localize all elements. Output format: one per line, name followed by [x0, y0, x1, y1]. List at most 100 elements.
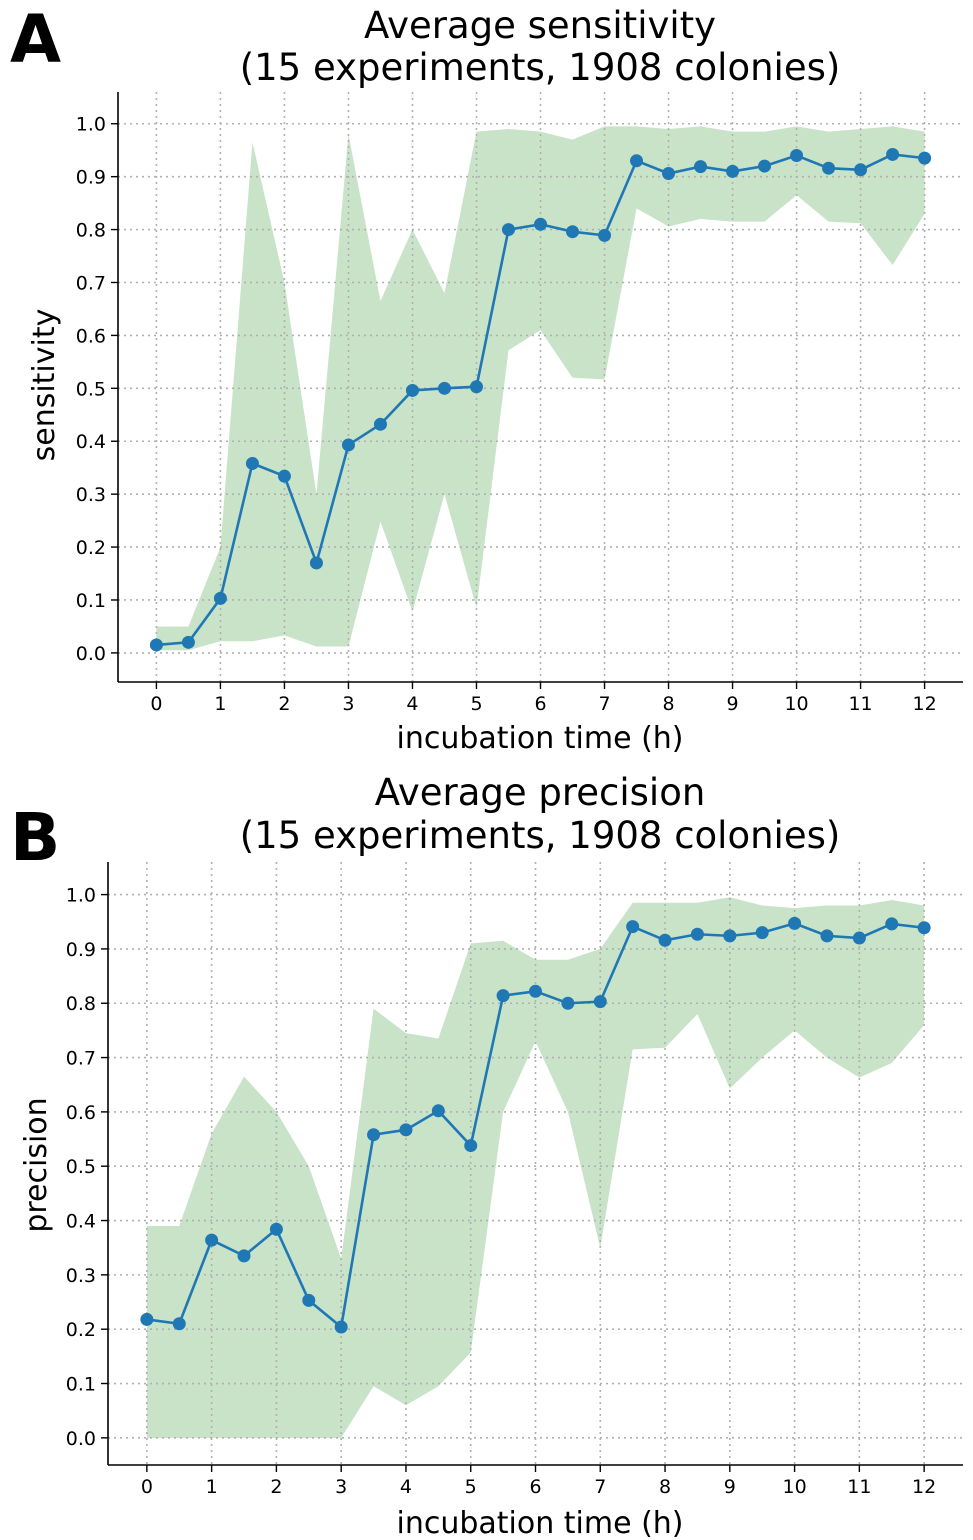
- x-tick-label: 0: [150, 693, 162, 715]
- x-tick-label: 9: [724, 1476, 736, 1498]
- data-point: [245, 456, 259, 470]
- data-point: [755, 926, 769, 940]
- y-tick-label: 0.5: [76, 378, 106, 400]
- data-point: [726, 164, 740, 178]
- xlabel-a: incubation time (h): [396, 721, 683, 756]
- subtitle-b: (15 experiments, 1908 colonies): [240, 814, 841, 857]
- y-tick-label: 1.0: [66, 885, 96, 907]
- y-tick-label: 0.0: [66, 1428, 96, 1450]
- title-b: Average precision: [375, 771, 706, 814]
- data-point: [237, 1249, 251, 1263]
- y-tick-label: 0.6: [66, 1102, 96, 1124]
- data-point: [885, 917, 899, 931]
- data-point: [630, 154, 644, 168]
- data-point: [302, 1293, 316, 1307]
- x-tick-label: 1: [206, 1476, 218, 1498]
- y-tick-label: 0.6: [76, 325, 106, 347]
- x-tick-label: 0: [141, 1476, 153, 1498]
- x-tick-label: 5: [470, 693, 482, 715]
- data-point: [822, 161, 836, 175]
- x-tick-label: 11: [848, 693, 872, 715]
- data-point: [790, 148, 804, 162]
- y-tick-label: 0.1: [76, 590, 106, 612]
- x-tick-label: 6: [529, 1476, 541, 1498]
- plot-b: 0 1 2 3 4 5 6 7 8 9 10 11 120.00.10.20.30.40.50.60.7…: [66, 862, 963, 1498]
- y-tick-label: 0.9: [66, 939, 96, 961]
- data-point: [886, 147, 900, 161]
- x-tick-label: 6: [534, 693, 546, 715]
- ylabel-a: sensitivity: [27, 309, 62, 462]
- y-tick-label: 0.1: [66, 1374, 96, 1396]
- y-tick-label: 0.7: [66, 1048, 96, 1070]
- x-tick-label: 4: [400, 1476, 412, 1498]
- data-point: [694, 160, 708, 174]
- x-tick-label: 2: [270, 1476, 282, 1498]
- x-tick-label: 9: [726, 693, 738, 715]
- y-tick-label: 1.0: [76, 114, 106, 136]
- y-tick-label: 0.5: [66, 1156, 96, 1178]
- y-tick-label: 0.7: [76, 272, 106, 294]
- data-point: [277, 469, 291, 483]
- x-tick-label: 10: [782, 1476, 806, 1498]
- data-point: [626, 920, 640, 934]
- data-point: [852, 931, 866, 945]
- data-point: [469, 380, 483, 394]
- y-tick-label: 0.2: [66, 1319, 96, 1341]
- data-point: [662, 166, 676, 180]
- x-tick-label: 5: [465, 1476, 477, 1498]
- y-tick-label: 0.8: [76, 220, 106, 242]
- data-point: [399, 1123, 413, 1137]
- data-point: [496, 989, 510, 1003]
- data-point: [534, 217, 547, 231]
- x-tick-label: 8: [659, 1476, 671, 1498]
- data-point: [405, 383, 419, 397]
- data-point: [213, 591, 227, 605]
- x-tick-label: 10: [784, 693, 808, 715]
- data-point: [172, 1317, 186, 1331]
- xlabel-b: incubation time (h): [396, 1506, 683, 1540]
- data-point: [529, 984, 542, 998]
- data-point: [561, 996, 575, 1010]
- data-point: [820, 929, 834, 943]
- x-tick-label: 11: [847, 1476, 871, 1498]
- data-point: [341, 438, 355, 452]
- panel-b: B Average precision (15 experiments, 190…: [10, 771, 963, 1540]
- x-tick-label: 8: [662, 693, 674, 715]
- data-point: [658, 933, 672, 947]
- data-point: [309, 556, 323, 570]
- data-point: [367, 1128, 381, 1142]
- data-point: [598, 228, 612, 242]
- data-point: [593, 995, 607, 1009]
- x-tick-label: 12: [912, 693, 936, 715]
- data-point: [464, 1139, 478, 1153]
- subtitle-a: (15 experiments, 1908 colonies): [240, 46, 841, 89]
- y-tick-label: 0.3: [76, 484, 106, 506]
- data-point: [269, 1222, 283, 1236]
- y-tick-label: 0.4: [76, 431, 106, 453]
- data-point: [854, 163, 868, 177]
- title-a: Average sensitivity: [364, 4, 716, 47]
- data-point: [149, 638, 163, 652]
- y-tick-label: 0.8: [66, 993, 96, 1015]
- data-point: [690, 927, 704, 941]
- x-tick-label: 1: [214, 693, 226, 715]
- data-point: [788, 916, 802, 930]
- data-point: [917, 921, 931, 935]
- y-tick-label: 0.2: [76, 537, 106, 559]
- x-tick-label: 7: [594, 1476, 606, 1498]
- panel-letter-a: A: [10, 1, 61, 78]
- x-tick-label: 3: [335, 1476, 347, 1498]
- x-tick-label: 12: [912, 1476, 936, 1498]
- y-tick-label: 0.9: [76, 167, 106, 189]
- data-point: [437, 381, 451, 395]
- data-point: [373, 417, 387, 431]
- data-point: [501, 223, 515, 237]
- data-point: [334, 1320, 348, 1334]
- panel-a: A Average sensitivity (15 experiments, 1…: [10, 1, 963, 756]
- y-tick-label: 0.4: [66, 1211, 96, 1233]
- x-tick-label: 7: [598, 693, 610, 715]
- data-point: [758, 159, 772, 173]
- data-point: [431, 1104, 445, 1118]
- data-point: [181, 635, 195, 649]
